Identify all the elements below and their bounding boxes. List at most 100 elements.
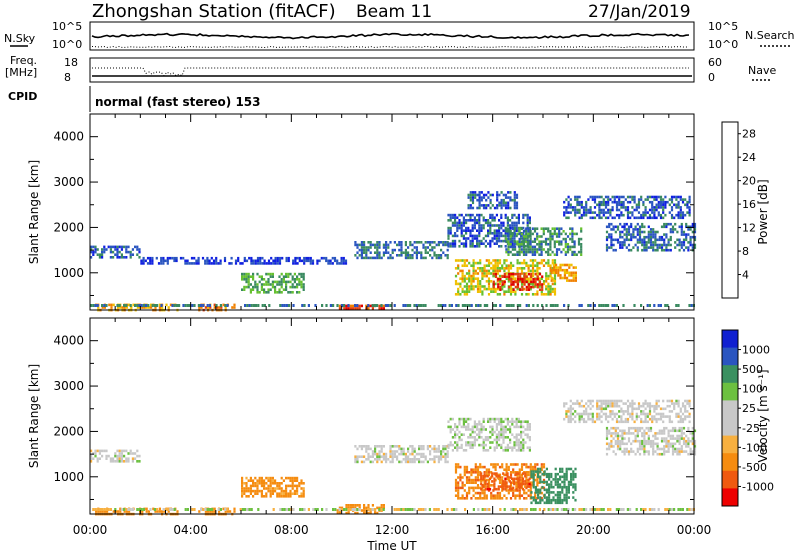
data-cell — [206, 262, 209, 265]
data-cell — [600, 304, 603, 307]
data-cell — [426, 445, 429, 448]
data-cell — [291, 479, 294, 482]
data-cell — [537, 472, 540, 476]
data-cell — [487, 293, 491, 296]
data-cell — [671, 445, 675, 448]
data-cell — [258, 489, 261, 493]
data-cell — [476, 425, 479, 429]
data-cell — [523, 272, 526, 276]
data-cell — [523, 491, 526, 495]
data-cell — [572, 478, 575, 481]
data-cell — [431, 246, 434, 249]
data-cell — [605, 235, 609, 239]
data-cell — [473, 226, 476, 230]
data-cell — [305, 256, 308, 260]
data-cell — [444, 243, 447, 247]
data-cell — [311, 262, 315, 265]
data-cell — [615, 412, 619, 416]
data-cell — [532, 472, 535, 476]
data-cell — [289, 484, 292, 488]
data-cell — [506, 446, 509, 449]
data-cell — [675, 213, 678, 217]
data-cell — [591, 195, 594, 199]
data-cell — [499, 485, 503, 488]
data-cell — [217, 262, 220, 265]
data-cell — [674, 450, 677, 453]
data-cell — [620, 203, 623, 207]
data-cell — [532, 478, 535, 481]
data-cell — [505, 240, 508, 243]
data-cell — [480, 474, 483, 478]
data-cell — [627, 248, 631, 252]
data-cell — [391, 248, 394, 252]
data-cell — [684, 407, 687, 411]
data-cell — [437, 450, 440, 453]
data-cell — [354, 506, 357, 510]
data-cell — [369, 246, 372, 249]
data-cell — [534, 494, 537, 497]
data-cell — [451, 234, 454, 238]
data-cell — [602, 508, 605, 511]
data-cell — [570, 263, 573, 267]
data-cell — [125, 510, 128, 513]
data-cell — [298, 482, 301, 485]
data-cell — [646, 420, 649, 424]
data-cell — [468, 486, 471, 490]
data-cell — [486, 485, 489, 488]
data-cell — [608, 222, 611, 226]
data-cell — [282, 495, 285, 498]
data-cell — [525, 497, 528, 500]
data-cell — [506, 428, 509, 431]
data-cell — [540, 293, 543, 296]
data-cell — [476, 242, 479, 245]
data-cell — [547, 243, 550, 246]
data-cell — [511, 237, 514, 240]
data-cell — [527, 471, 530, 474]
data-cell — [547, 261, 550, 265]
data-cell — [271, 476, 274, 480]
data-cell — [478, 206, 481, 210]
colorbar-segment — [722, 382, 738, 401]
data-cell — [511, 446, 514, 449]
data-cell — [336, 259, 339, 263]
data-cell — [607, 198, 610, 201]
data-cell — [200, 306, 203, 309]
data-cell — [582, 404, 586, 408]
data-cell — [618, 195, 621, 199]
data-cell — [474, 196, 477, 199]
data-cell — [632, 450, 635, 453]
data-cell — [558, 240, 561, 243]
data-cell — [171, 508, 174, 511]
data-cell — [596, 213, 599, 217]
data-cell — [502, 430, 505, 434]
data-cell — [593, 304, 596, 307]
data-cell — [632, 439, 635, 443]
data-cell — [636, 426, 639, 430]
data-cell — [513, 229, 516, 232]
data-cell — [347, 511, 350, 515]
data-cell — [649, 241, 653, 244]
data-cell — [481, 508, 484, 511]
data-cell — [256, 291, 259, 294]
data-cell — [184, 262, 187, 265]
data-cell — [96, 508, 99, 511]
data-cell — [522, 230, 526, 233]
data-cell — [142, 256, 145, 260]
data-cell — [539, 480, 542, 484]
data-cell — [515, 423, 518, 426]
data-cell — [574, 420, 577, 424]
data-cell — [470, 471, 473, 474]
data-cell — [591, 404, 594, 408]
data-cell — [525, 230, 528, 233]
data-cell — [627, 450, 631, 453]
data-cell — [178, 304, 181, 307]
data-cell — [602, 407, 605, 411]
data-cell — [302, 492, 305, 495]
data-cell — [485, 478, 488, 482]
data-cell — [613, 200, 616, 204]
data-cell — [673, 404, 676, 408]
data-cell — [457, 484, 460, 487]
data-cell — [529, 465, 532, 469]
data-cell — [520, 240, 523, 243]
data-cell — [559, 266, 562, 269]
